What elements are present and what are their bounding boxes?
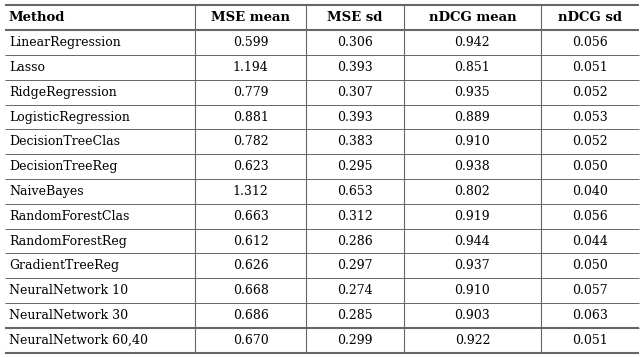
Text: 0.910: 0.910 [454,284,490,297]
Text: 0.286: 0.286 [337,235,373,247]
Text: Lasso: Lasso [9,61,45,74]
Text: 0.053: 0.053 [572,111,607,124]
Text: NaiveBayes: NaiveBayes [9,185,84,198]
Text: 1.194: 1.194 [233,61,269,74]
Text: 0.299: 0.299 [337,334,373,347]
Text: 0.285: 0.285 [337,309,373,322]
Text: 0.044: 0.044 [572,235,607,247]
Text: 0.051: 0.051 [572,61,607,74]
Text: 0.307: 0.307 [337,86,373,99]
Text: 0.393: 0.393 [337,61,373,74]
Text: RandomForestClas: RandomForestClas [9,210,129,223]
Text: 0.782: 0.782 [233,135,268,148]
Text: 0.910: 0.910 [454,135,490,148]
Text: 0.626: 0.626 [233,260,269,272]
Text: 0.052: 0.052 [572,86,607,99]
Text: 0.051: 0.051 [572,334,607,347]
Text: RidgeRegression: RidgeRegression [9,86,116,99]
Text: 0.919: 0.919 [454,210,490,223]
Text: 0.922: 0.922 [454,334,490,347]
Text: 0.942: 0.942 [454,36,490,49]
Text: 0.057: 0.057 [572,284,607,297]
Text: 0.393: 0.393 [337,111,373,124]
Text: nDCG sd: nDCG sd [557,11,621,24]
Text: DecisionTreeClas: DecisionTreeClas [9,135,120,148]
Text: 0.063: 0.063 [572,309,607,322]
Text: 0.050: 0.050 [572,260,607,272]
Text: 0.306: 0.306 [337,36,373,49]
Text: 0.295: 0.295 [337,160,373,173]
Text: nDCG mean: nDCG mean [429,11,516,24]
Text: 0.881: 0.881 [233,111,269,124]
Text: 0.312: 0.312 [337,210,373,223]
Text: 0.935: 0.935 [454,86,490,99]
Text: RandomForestReg: RandomForestReg [9,235,127,247]
Text: 0.903: 0.903 [454,309,490,322]
Text: MSE mean: MSE mean [211,11,290,24]
Text: 0.052: 0.052 [572,135,607,148]
Text: 0.599: 0.599 [233,36,268,49]
Text: 0.612: 0.612 [233,235,269,247]
Text: 0.383: 0.383 [337,135,373,148]
Text: 0.944: 0.944 [454,235,490,247]
Text: 0.274: 0.274 [337,284,373,297]
Text: MSE sd: MSE sd [328,11,383,24]
Text: NeuralNetwork 10: NeuralNetwork 10 [9,284,128,297]
Text: 0.851: 0.851 [454,61,490,74]
Text: 0.802: 0.802 [454,185,490,198]
Text: 0.653: 0.653 [337,185,373,198]
Text: LogisticRegression: LogisticRegression [9,111,130,124]
Text: 0.056: 0.056 [572,210,607,223]
Text: 0.663: 0.663 [233,210,269,223]
Text: 0.937: 0.937 [454,260,490,272]
Text: 0.686: 0.686 [233,309,269,322]
Text: 0.040: 0.040 [572,185,607,198]
Text: LinearRegression: LinearRegression [9,36,121,49]
Text: 0.050: 0.050 [572,160,607,173]
Text: 0.297: 0.297 [337,260,373,272]
Text: 1.312: 1.312 [233,185,269,198]
Text: Method: Method [9,11,65,24]
Text: 0.623: 0.623 [233,160,269,173]
Text: 0.670: 0.670 [233,334,269,347]
Text: NeuralNetwork 30: NeuralNetwork 30 [9,309,128,322]
Text: GradientTreeReg: GradientTreeReg [9,260,119,272]
Text: 0.779: 0.779 [233,86,268,99]
Text: 0.056: 0.056 [572,36,607,49]
Text: 0.938: 0.938 [454,160,490,173]
Text: DecisionTreeReg: DecisionTreeReg [9,160,118,173]
Text: 0.889: 0.889 [454,111,490,124]
Text: NeuralNetwork 60,40: NeuralNetwork 60,40 [9,334,148,347]
Text: 0.668: 0.668 [233,284,269,297]
